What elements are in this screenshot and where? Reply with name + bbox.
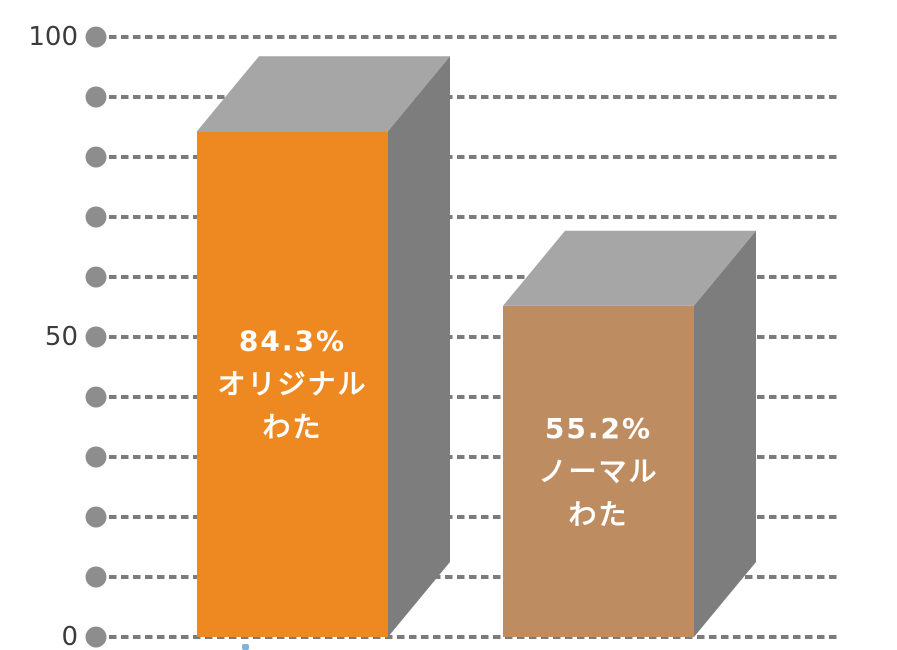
bar-top-face: [197, 56, 450, 132]
gridline-dot-marker: [85, 626, 107, 648]
gridline-dot-marker: [85, 566, 107, 588]
gridline-dot-marker: [85, 26, 107, 48]
bar-category-label: わた: [568, 498, 628, 531]
gridline-dot-marker: [85, 146, 107, 168]
gridline-dot-marker: [85, 386, 107, 408]
caption-fragment: [242, 644, 249, 650]
bar-category-label: ノーマル: [538, 455, 658, 488]
gridline-dot-marker: [85, 326, 107, 348]
bar-side-face: [388, 56, 450, 637]
y-axis-tick-label: 100: [28, 22, 78, 52]
bar-value-label: 84.3%: [239, 325, 346, 358]
bar-category-label: わた: [262, 411, 322, 444]
bar-front-face: [197, 131, 388, 637]
gridline-dot-marker: [85, 266, 107, 288]
gridline-dot-marker: [85, 86, 107, 108]
gridline-dot-marker: [85, 446, 107, 468]
bar-value-label: 55.2%: [545, 412, 652, 445]
gridline-dot-marker: [85, 506, 107, 528]
bar-top-face: [503, 230, 756, 306]
bar-side-face: [694, 230, 756, 638]
bar-front-face: [503, 305, 694, 637]
y-axis-tick-label: 0: [61, 622, 78, 650]
bar-category-label: オリジナル: [217, 368, 367, 401]
gridline-dot-marker: [85, 206, 107, 228]
y-axis-tick-label: 50: [45, 322, 78, 352]
